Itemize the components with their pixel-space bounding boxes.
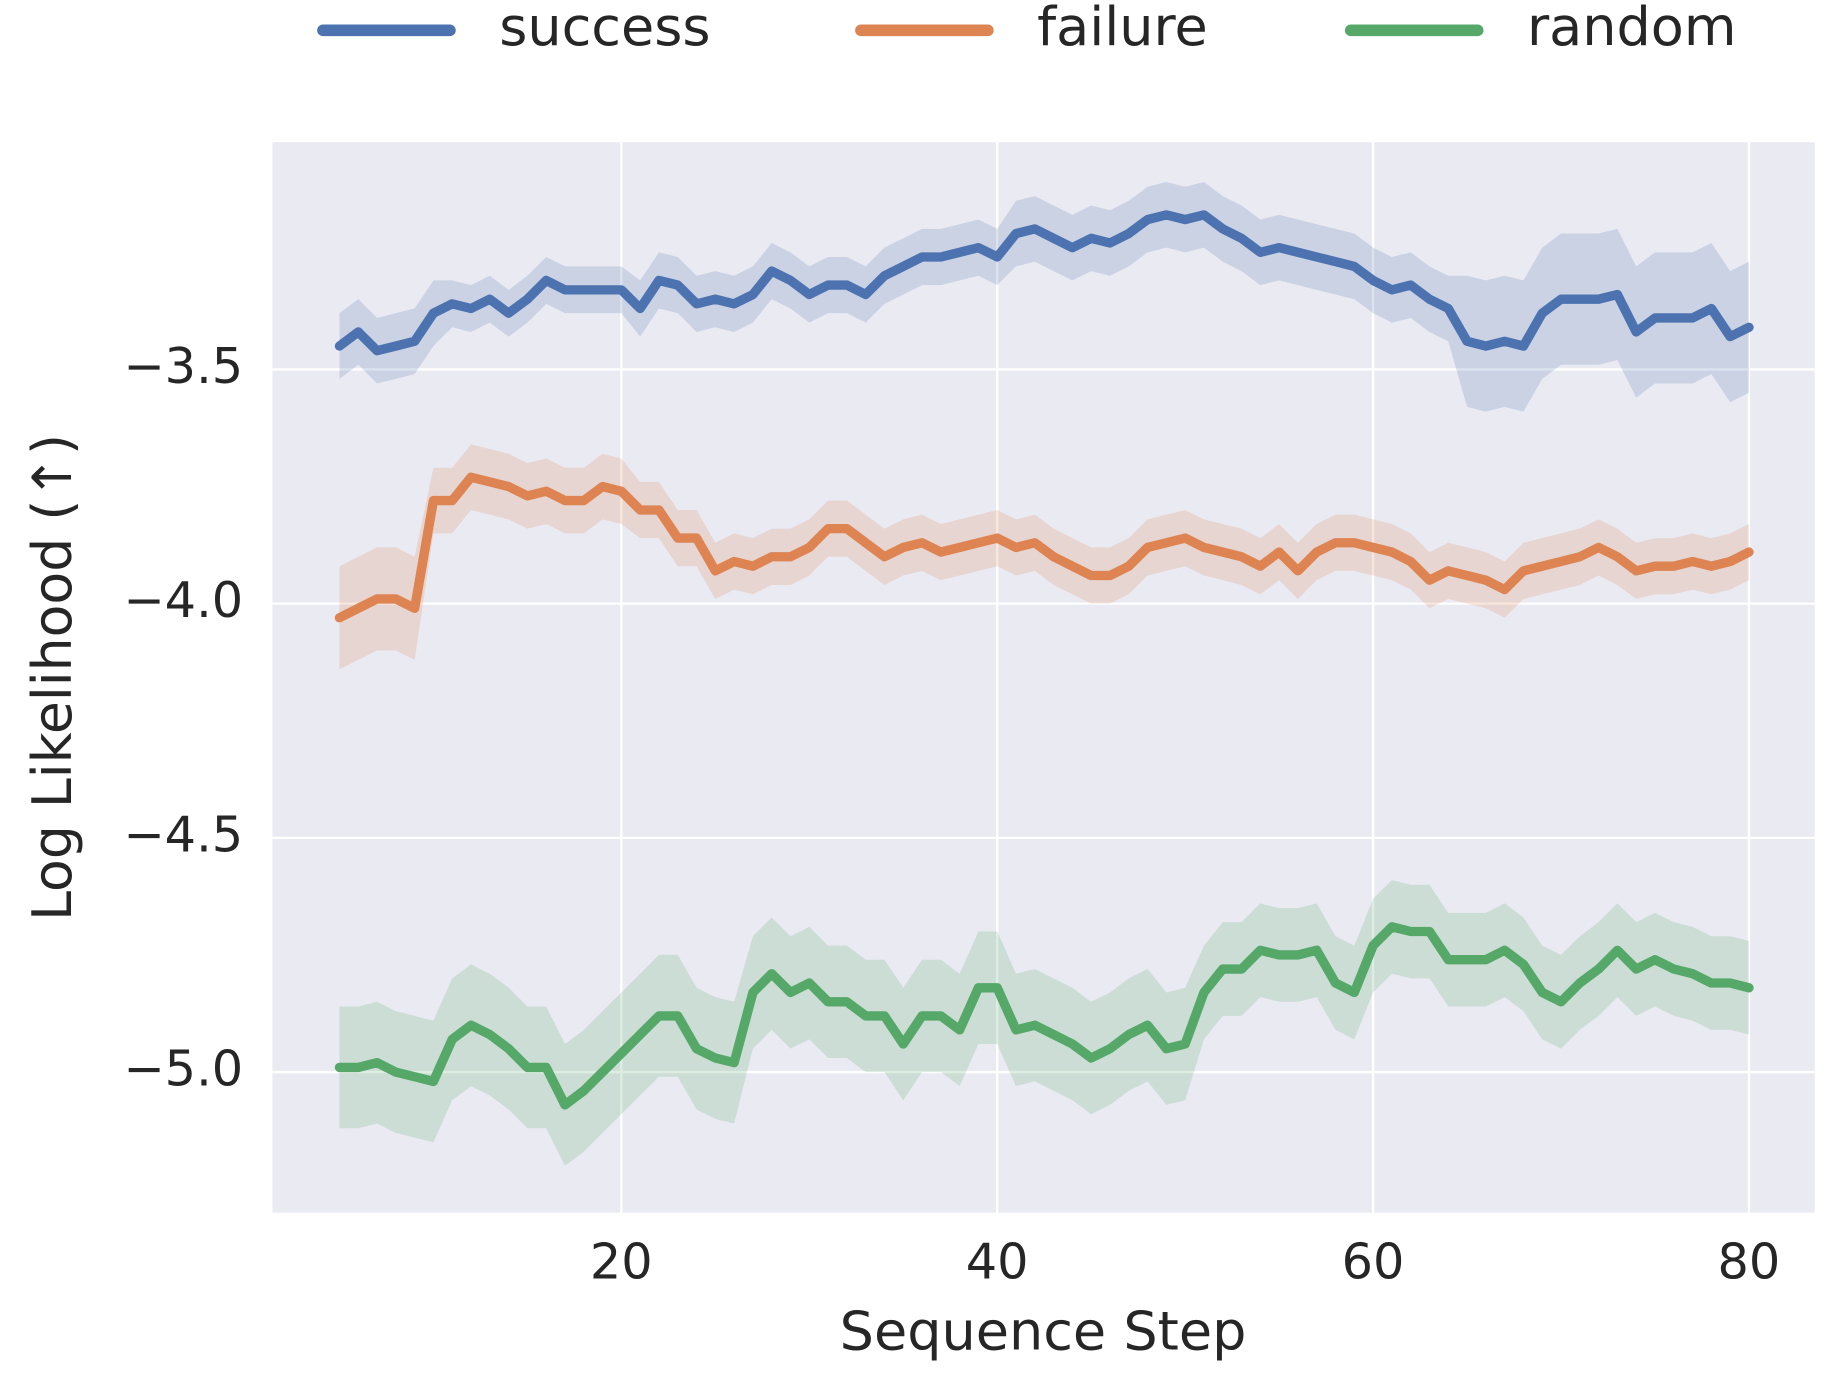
series-line [334,922,1754,1110]
y-tick-label: −5.0 [123,1040,243,1098]
x-axis-label: Sequence Step [840,1300,1247,1363]
x-tick-label: 60 [1342,1233,1405,1291]
x-tick-label: 80 [1718,1233,1781,1291]
legend-label: random [1527,0,1737,58]
error-band [339,880,1749,1166]
grid [272,142,1815,1213]
x-tick-label: 40 [966,1233,1029,1291]
lines [334,210,1754,1110]
y-axis-label: Log Likelihood (↑) [21,434,84,921]
series-line [334,210,1754,356]
legend-label: success [499,0,710,58]
series-line [334,472,1754,623]
error-band [339,444,1749,670]
y-tick-label: −4.5 [123,805,243,863]
bands [339,182,1749,1166]
legend: success failure random [317,0,1737,58]
axes: 20 40 60 80 −5.0 −4.5 −4.0 −3.5 [123,337,1780,1290]
legend-label: failure [1037,0,1208,58]
x-tick-label: 20 [590,1233,653,1291]
y-tick-label: −4.0 [123,571,243,629]
y-tick-label: −3.5 [123,337,243,395]
error-band [339,182,1749,412]
